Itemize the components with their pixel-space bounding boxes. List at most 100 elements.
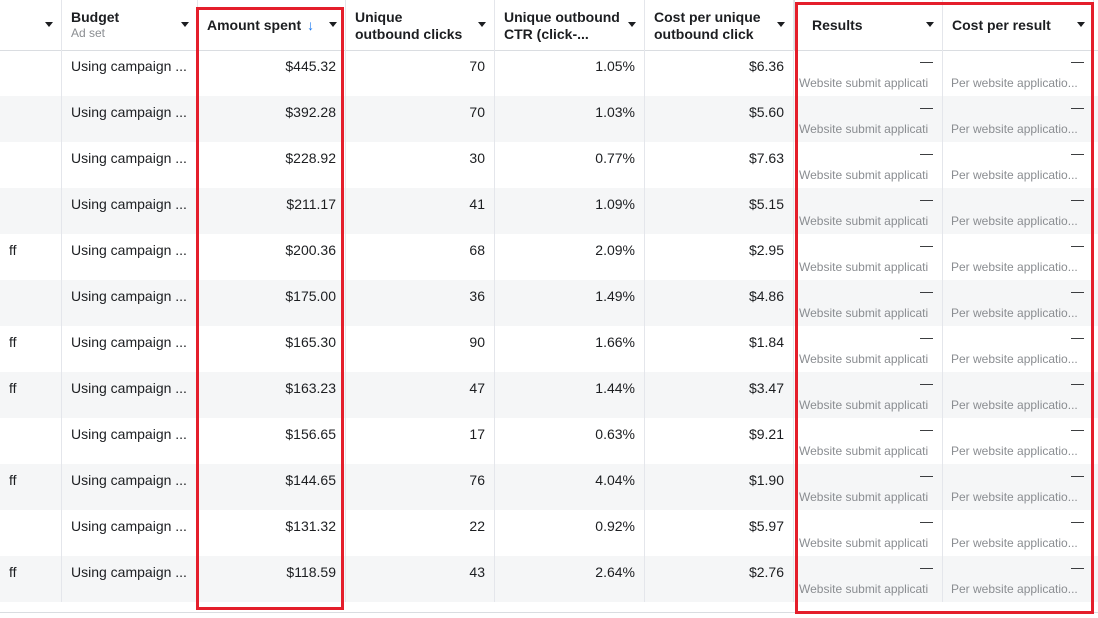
column-title: Cost per unique outbound click [654,9,761,42]
cell-name-fragment: ff [0,556,62,602]
cell-unique-outbound-ctr-value: 2.09% [595,242,635,258]
cell-cost-per-unique-outbound-click-value: $5.60 [748,104,784,120]
table-row[interactable]: Using campaign ... $392.28 70 1.03% $5.60 — We… [0,96,1098,142]
chevron-down-icon[interactable] [777,22,785,27]
cell-amount-spent: $118.59 [198,556,346,602]
table-row[interactable]: ff Using campaign ... $165.30 90 1.66% $1.84 —… [0,326,1098,372]
cell-unique-outbound-ctr-value: 4.04% [595,472,635,488]
cell-unique-outbound-clicks-value: 68 [469,242,485,258]
column-title: Results [812,17,863,33]
cell-cost-per-unique-outbound-click: $1.84 [645,326,794,372]
cell-unique-outbound-clicks-value: 70 [469,104,485,120]
table-row[interactable]: Using campaign ... $156.65 17 0.63% $9.21 — We… [0,418,1098,464]
table-row[interactable]: ff Using campaign ... $118.59 43 2.64% $2.76 —… [0,556,1098,602]
column-header-results[interactable]: Results [794,0,943,50]
cell-results: — Website submit applicati [794,418,943,464]
table-row[interactable]: Using campaign ... $445.32 70 1.05% $6.36 — We… [0,50,1098,96]
cell-unique-outbound-ctr: 1.09% [495,188,645,234]
table-row[interactable]: Using campaign ... $228.92 30 0.77% $7.63 — We… [0,142,1098,188]
cell-cost-per-unique-outbound-click: $3.47 [645,372,794,418]
column-title: Unique outbound CTR (click-... [504,9,620,42]
cell-amount-spent: $175.00 [198,280,346,326]
results-subtext: Website submit applicati [799,260,929,274]
cost-per-result-subtext: Per website applicatio... [951,260,1078,274]
cell-amount-spent-value: $392.28 [285,104,336,120]
cell-budget-value: Using campaign ... [71,380,187,396]
column-header-cost-per-result[interactable]: Cost per result [943,0,1094,50]
cell-cost-per-result: — Per website applicatio... [943,188,1094,234]
cell-unique-outbound-ctr: 0.63% [495,418,645,464]
cell-name-fragment [0,188,62,234]
results-value: — [920,560,933,575]
cost-per-result-subtext: Per website applicatio... [951,398,1078,412]
cell-unique-outbound-clicks-value: 30 [469,150,485,166]
column-header-unique-outbound-ctr[interactable]: Unique outbound CTR (click-... [495,0,645,50]
column-header-budget[interactable]: Budget Ad set [62,0,198,50]
column-header-unique-outbound-clicks[interactable]: Unique outbound clicks [346,0,495,50]
cost-per-result-value: — [1071,100,1084,115]
chevron-down-icon[interactable] [45,22,53,27]
cell-name-fragment [0,418,62,464]
results-value: — [920,422,933,437]
cell-amount-spent: $144.65 [198,464,346,510]
cell-budget-value: Using campaign ... [71,472,187,488]
cell-cost-per-result: — Per website applicatio... [943,510,1094,556]
results-subtext: Website submit applicati [799,536,929,550]
cell-unique-outbound-ctr: 4.04% [495,464,645,510]
results-value: — [920,100,933,115]
cost-per-result-subtext: Per website applicatio... [951,490,1078,504]
chevron-down-icon[interactable] [181,22,189,27]
cell-cost-per-unique-outbound-click-value: $1.90 [748,472,784,488]
results-value: — [920,376,933,391]
chevron-down-icon[interactable] [329,22,337,27]
cell-cost-per-result: — Per website applicatio... [943,418,1094,464]
cell-unique-outbound-clicks-value: 76 [469,472,485,488]
column-header-amount-spent[interactable]: Amount spent ↓ [198,0,346,50]
cell-budget-value: Using campaign ... [71,518,187,534]
cell-amount-spent: $165.30 [198,326,346,372]
column-title: Unique outbound clicks [355,9,463,42]
cell-name-fragment-value: ff [9,380,17,396]
cell-unique-outbound-ctr: 1.44% [495,372,645,418]
chevron-down-icon[interactable] [628,22,636,27]
cell-amount-spent-value: $175.00 [285,288,336,304]
cell-unique-outbound-clicks: 90 [346,326,495,372]
cell-unique-outbound-ctr-value: 2.64% [595,564,635,580]
sort-descending-icon[interactable]: ↓ [307,17,315,33]
results-subtext: Website submit applicati [799,398,929,412]
cell-name-fragment-value: ff [9,564,17,580]
column-header-partial[interactable] [0,0,62,50]
cell-amount-spent-value: $131.32 [285,518,336,534]
table-row[interactable]: ff Using campaign ... $144.65 76 4.04% $1.90 —… [0,464,1098,510]
cell-cost-per-unique-outbound-click: $5.60 [645,96,794,142]
cell-unique-outbound-clicks-value: 22 [469,518,485,534]
chevron-down-icon[interactable] [1077,22,1085,27]
table-row[interactable]: ff Using campaign ... $200.36 68 2.09% $2.95 —… [0,234,1098,280]
table-row[interactable]: ff Using campaign ... $163.23 47 1.44% $3.47 —… [0,372,1098,418]
cell-results: — Website submit applicati [794,50,943,96]
results-value: — [920,468,933,483]
results-value: — [920,238,933,253]
chevron-down-icon[interactable] [478,22,486,27]
column-title: Cost per result [952,17,1051,33]
cell-name-fragment: ff [0,326,62,372]
cost-per-result-value: — [1071,514,1084,529]
table-row[interactable]: Using campaign ... $175.00 36 1.49% $4.86 — We… [0,280,1098,326]
cell-budget: Using campaign ... [62,96,198,142]
cell-cost-per-unique-outbound-click-value: $7.63 [748,150,784,166]
column-header-cost-per-unique-outbound-click[interactable]: Cost per unique outbound click [645,0,794,50]
results-subtext: Website submit applicati [799,168,929,182]
cell-amount-spent-value: $165.30 [285,334,336,350]
cell-unique-outbound-clicks: 30 [346,142,495,188]
cell-unique-outbound-clicks: 43 [346,556,495,602]
chevron-down-icon[interactable] [926,22,934,27]
cell-budget: Using campaign ... [62,464,198,510]
column-title: Amount spent [207,17,302,33]
cost-per-result-value: — [1071,238,1084,253]
cell-unique-outbound-clicks: 70 [346,96,495,142]
table-row[interactable]: Using campaign ... $211.17 41 1.09% $5.15 — We… [0,188,1098,234]
cell-cost-per-unique-outbound-click-value: $6.36 [748,58,784,74]
cell-cost-per-result: — Per website applicatio... [943,96,1094,142]
table-row[interactable]: Using campaign ... $131.32 22 0.92% $5.97 — We… [0,510,1098,556]
results-value: — [920,146,933,161]
